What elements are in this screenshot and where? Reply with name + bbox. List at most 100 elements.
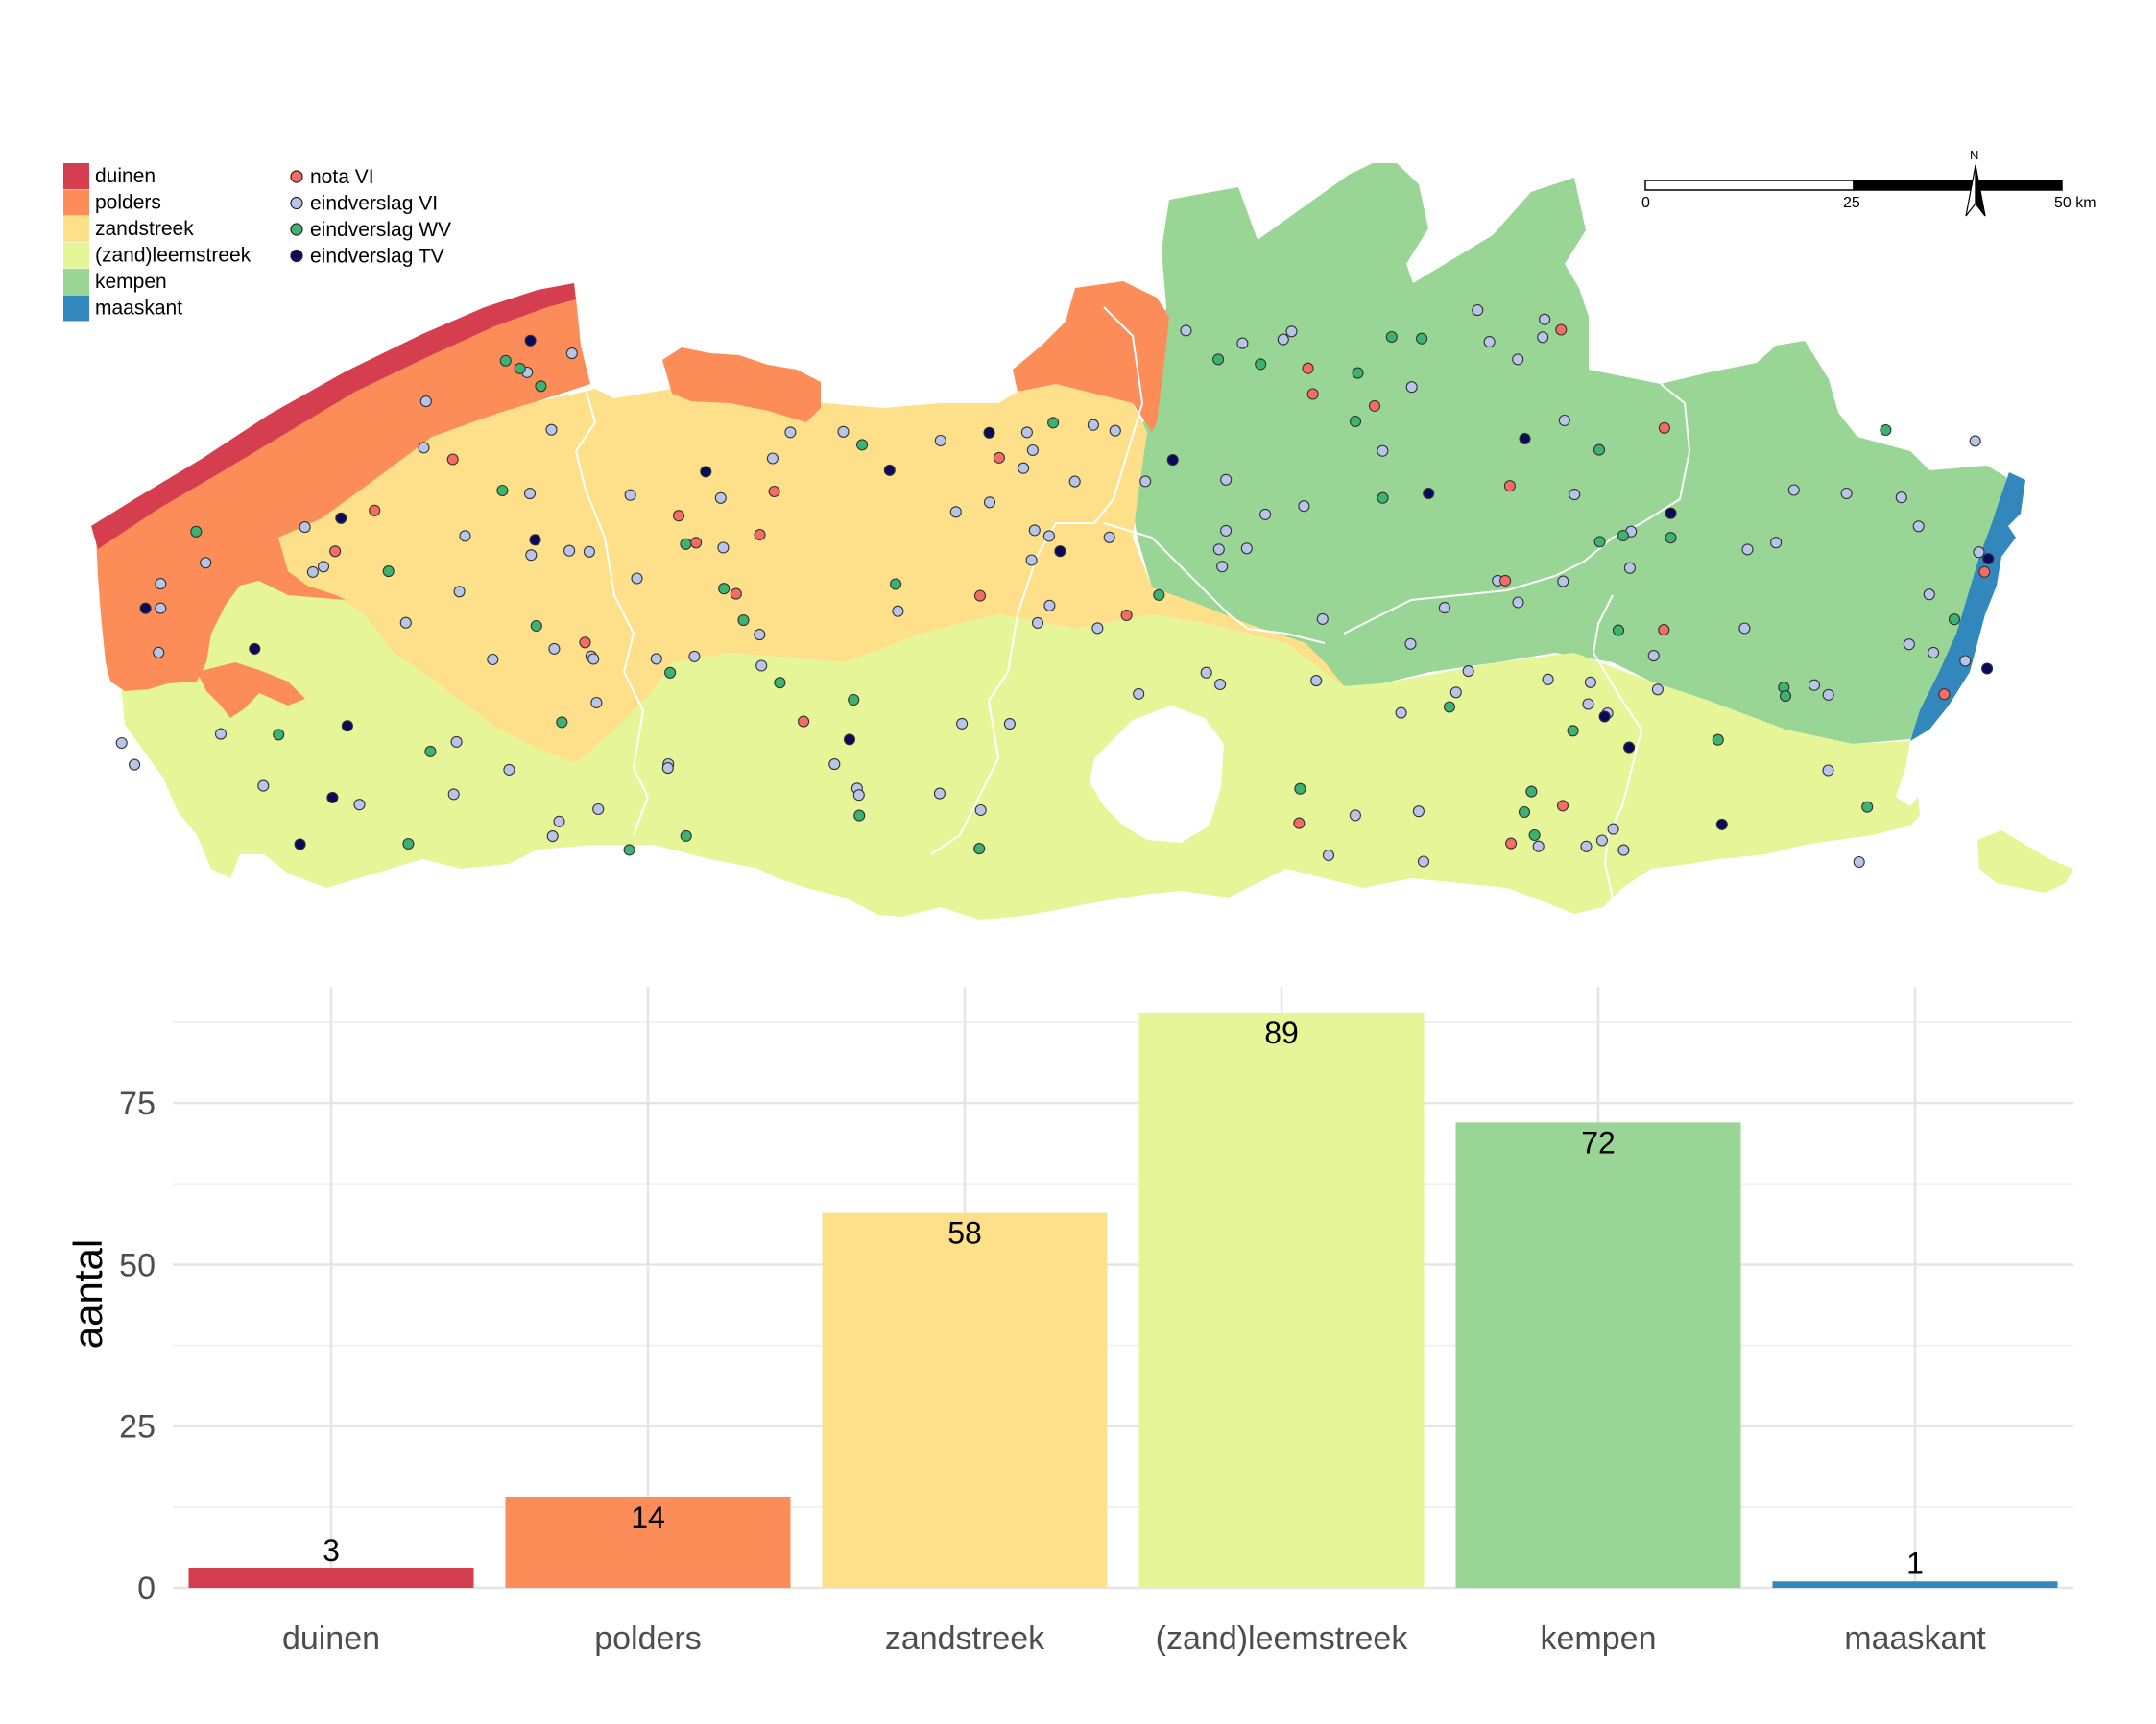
survey-point	[1443, 701, 1456, 713]
survey-point	[1569, 489, 1581, 501]
survey-point	[784, 426, 797, 439]
survey-point	[579, 636, 591, 649]
survey-point	[837, 425, 850, 438]
survey-point	[1528, 828, 1541, 842]
survey-point	[1973, 546, 1985, 559]
survey-point	[768, 485, 780, 498]
province-border	[574, 388, 650, 836]
survey-point	[1025, 554, 1038, 566]
legend-swatch	[63, 189, 89, 216]
survey-point	[1180, 324, 1192, 337]
survey-point	[983, 496, 996, 509]
survey-point	[587, 653, 600, 665]
province-border	[930, 306, 1144, 855]
survey-point	[139, 602, 152, 614]
province-border	[1592, 594, 1643, 898]
survey-point	[153, 646, 165, 658]
survey-point	[631, 572, 643, 585]
survey-point	[306, 565, 319, 578]
survey-point	[717, 541, 730, 554]
survey-point	[450, 735, 463, 748]
chart-bars	[188, 1012, 2058, 1588]
bar	[505, 1497, 791, 1588]
survey-point	[1903, 638, 1915, 651]
survey-point	[1166, 454, 1179, 467]
legend-point-marker	[290, 196, 303, 210]
region-zandstreek	[278, 379, 1344, 763]
survey-point	[974, 803, 987, 817]
legend-point-marker	[290, 170, 303, 183]
survey-point	[1928, 646, 1940, 658]
survey-point	[1665, 532, 1677, 544]
survey-point	[1216, 561, 1229, 573]
region-duinen	[91, 283, 576, 549]
survey-point	[1969, 435, 1981, 447]
survey-point	[514, 362, 526, 374]
survey-point	[155, 578, 167, 590]
survey-point	[546, 830, 559, 843]
survey-point	[1026, 443, 1039, 457]
survey-point	[1499, 574, 1512, 587]
survey-point	[680, 538, 692, 550]
legend-label: polders	[95, 192, 161, 214]
scalebar-tick-0: 0	[1641, 195, 1650, 211]
survey-point	[1153, 588, 1165, 601]
survey-point	[1449, 686, 1462, 699]
survey-point	[688, 650, 701, 662]
survey-point	[1519, 432, 1531, 445]
survey-point	[487, 653, 499, 666]
survey-point	[1880, 423, 1892, 437]
legend-label: eindverslag TV	[310, 246, 444, 268]
survey-point	[983, 426, 995, 439]
x-tick-label: maaskant	[1844, 1620, 1986, 1657]
survey-point	[326, 791, 339, 803]
survey-point	[419, 395, 432, 408]
survey-point	[1133, 687, 1145, 700]
survey-point	[1537, 331, 1549, 344]
survey-point	[883, 464, 896, 476]
survey-point	[1853, 855, 1865, 869]
region-polders-tongues	[197, 662, 305, 718]
survey-point	[1236, 337, 1249, 349]
bar-value-label: 89	[1264, 1016, 1299, 1050]
bar-value-label: 58	[947, 1216, 982, 1251]
survey-point	[890, 578, 902, 590]
survey-point	[1417, 855, 1430, 868]
x-tick-label: polders	[594, 1620, 702, 1657]
survey-point	[1556, 800, 1569, 812]
survey-point	[1298, 500, 1310, 513]
survey-point	[1607, 823, 1619, 835]
survey-point	[545, 423, 558, 436]
legend-point-marker	[290, 223, 303, 236]
chart-grid	[173, 987, 2073, 1590]
survey-point	[523, 488, 537, 500]
scalebar-tick-50: 50 km	[2054, 195, 2096, 211]
province-border	[1103, 522, 1326, 644]
survey-point	[200, 557, 212, 569]
survey-point	[563, 544, 576, 557]
survey-point	[273, 729, 285, 741]
survey-point	[1770, 537, 1783, 549]
region-polders-west	[96, 293, 590, 691]
survey-point	[1220, 524, 1233, 537]
map-scalebar: 0 25 50 km N	[1641, 148, 2096, 217]
y-tick-label: 25	[119, 1409, 156, 1446]
survey-point	[1091, 622, 1104, 635]
survey-point	[1787, 484, 1800, 496]
survey-point	[1423, 487, 1435, 500]
survey-point	[446, 453, 459, 466]
legend-label: eindverslag VI	[310, 193, 438, 215]
legend-swatch	[63, 242, 89, 269]
survey-point	[1042, 530, 1055, 542]
legend-label: zandstreek	[95, 218, 194, 240]
survey-point	[214, 728, 228, 740]
survey-point	[1623, 562, 1636, 574]
survey-point	[718, 583, 731, 595]
bar	[1455, 1122, 1741, 1588]
survey-point	[680, 829, 692, 842]
survey-point	[503, 763, 515, 776]
survey-point	[1658, 421, 1670, 434]
legend-label: duinen	[95, 165, 156, 187]
region-voeren	[1977, 830, 2073, 893]
survey-point	[1923, 588, 1935, 601]
